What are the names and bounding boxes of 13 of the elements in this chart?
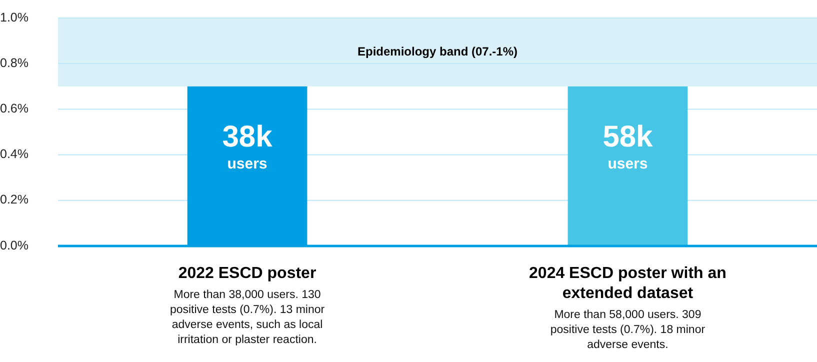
y-tick-label: 0.6% [0, 101, 28, 116]
y-tick-label: 0.0% [0, 238, 28, 252]
y-tick-label: 0.4% [0, 147, 28, 162]
y-tick-label: 0.2% [0, 192, 28, 207]
text: More than 58,000 users. 309 positive tests (0.7%). 18 minor adverse events. [550, 309, 706, 351]
y-tick-label: 0.8% [0, 56, 28, 70]
annotation: 38k users [222, 120, 273, 172]
y-tick-label: 1.0% [0, 10, 28, 24]
band-label: Epidemiology band (07.-1%) [357, 44, 518, 58]
x-tick-label: 2022 ESCD poster [178, 265, 316, 282]
x-tick-label: 2024 ESCD poster with an extended dataset [529, 265, 726, 302]
text: More than 38,000 users. 130 positive tests (0.7%). 13 minor adverse events, such as local irritation or plaster reaction. [170, 289, 325, 346]
annotation: 58k users [602, 120, 654, 172]
